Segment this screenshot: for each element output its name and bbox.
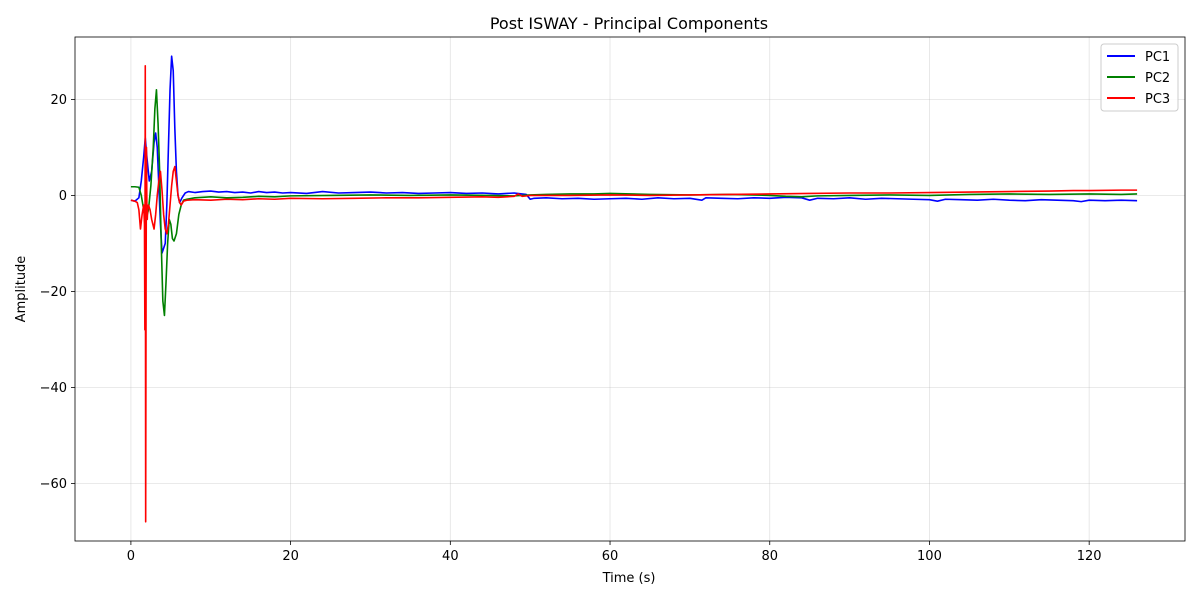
legend-label-pc3: PC3	[1145, 92, 1170, 107]
x-tick-label: 80	[761, 549, 778, 564]
chart-title: Post ISWAY - Principal Components	[490, 14, 768, 33]
x-tick-label: 60	[602, 549, 619, 564]
y-tick-label: −20	[40, 285, 67, 300]
y-tick-label: 0	[59, 189, 67, 204]
legend-items: PC1 PC2 PC3	[1107, 50, 1170, 107]
x-tick-label: 100	[917, 549, 942, 564]
legend: PC1 PC2 PC3	[1100, 43, 1179, 112]
series-line-pc3	[130, 65, 1138, 523]
y-axis-label: Amplitude	[14, 256, 29, 323]
y-axis-ticks: 20 0 −20 −40 −60	[40, 93, 75, 492]
series-layer	[130, 55, 1138, 523]
x-axis-label: Time (s)	[602, 571, 656, 586]
grid	[75, 37, 1185, 541]
series-line-pc1	[130, 55, 1138, 254]
x-tick-label: 0	[127, 549, 135, 564]
x-tick-label: 20	[282, 549, 299, 564]
x-axis-ticks: 0 20 40 60 80 100 120	[127, 541, 1102, 564]
x-tick-label: 40	[442, 549, 459, 564]
x-tick-label: 120	[1077, 549, 1102, 564]
y-tick-label: −40	[40, 381, 67, 396]
legend-label-pc2: PC2	[1145, 71, 1170, 86]
y-tick-label: −60	[40, 477, 67, 492]
legend-label-pc1: PC1	[1145, 50, 1170, 65]
series-line-pc2	[130, 89, 1138, 317]
y-tick-label: 20	[50, 93, 67, 108]
plot-frame	[74, 36, 1186, 542]
legend-box	[1100, 43, 1179, 112]
